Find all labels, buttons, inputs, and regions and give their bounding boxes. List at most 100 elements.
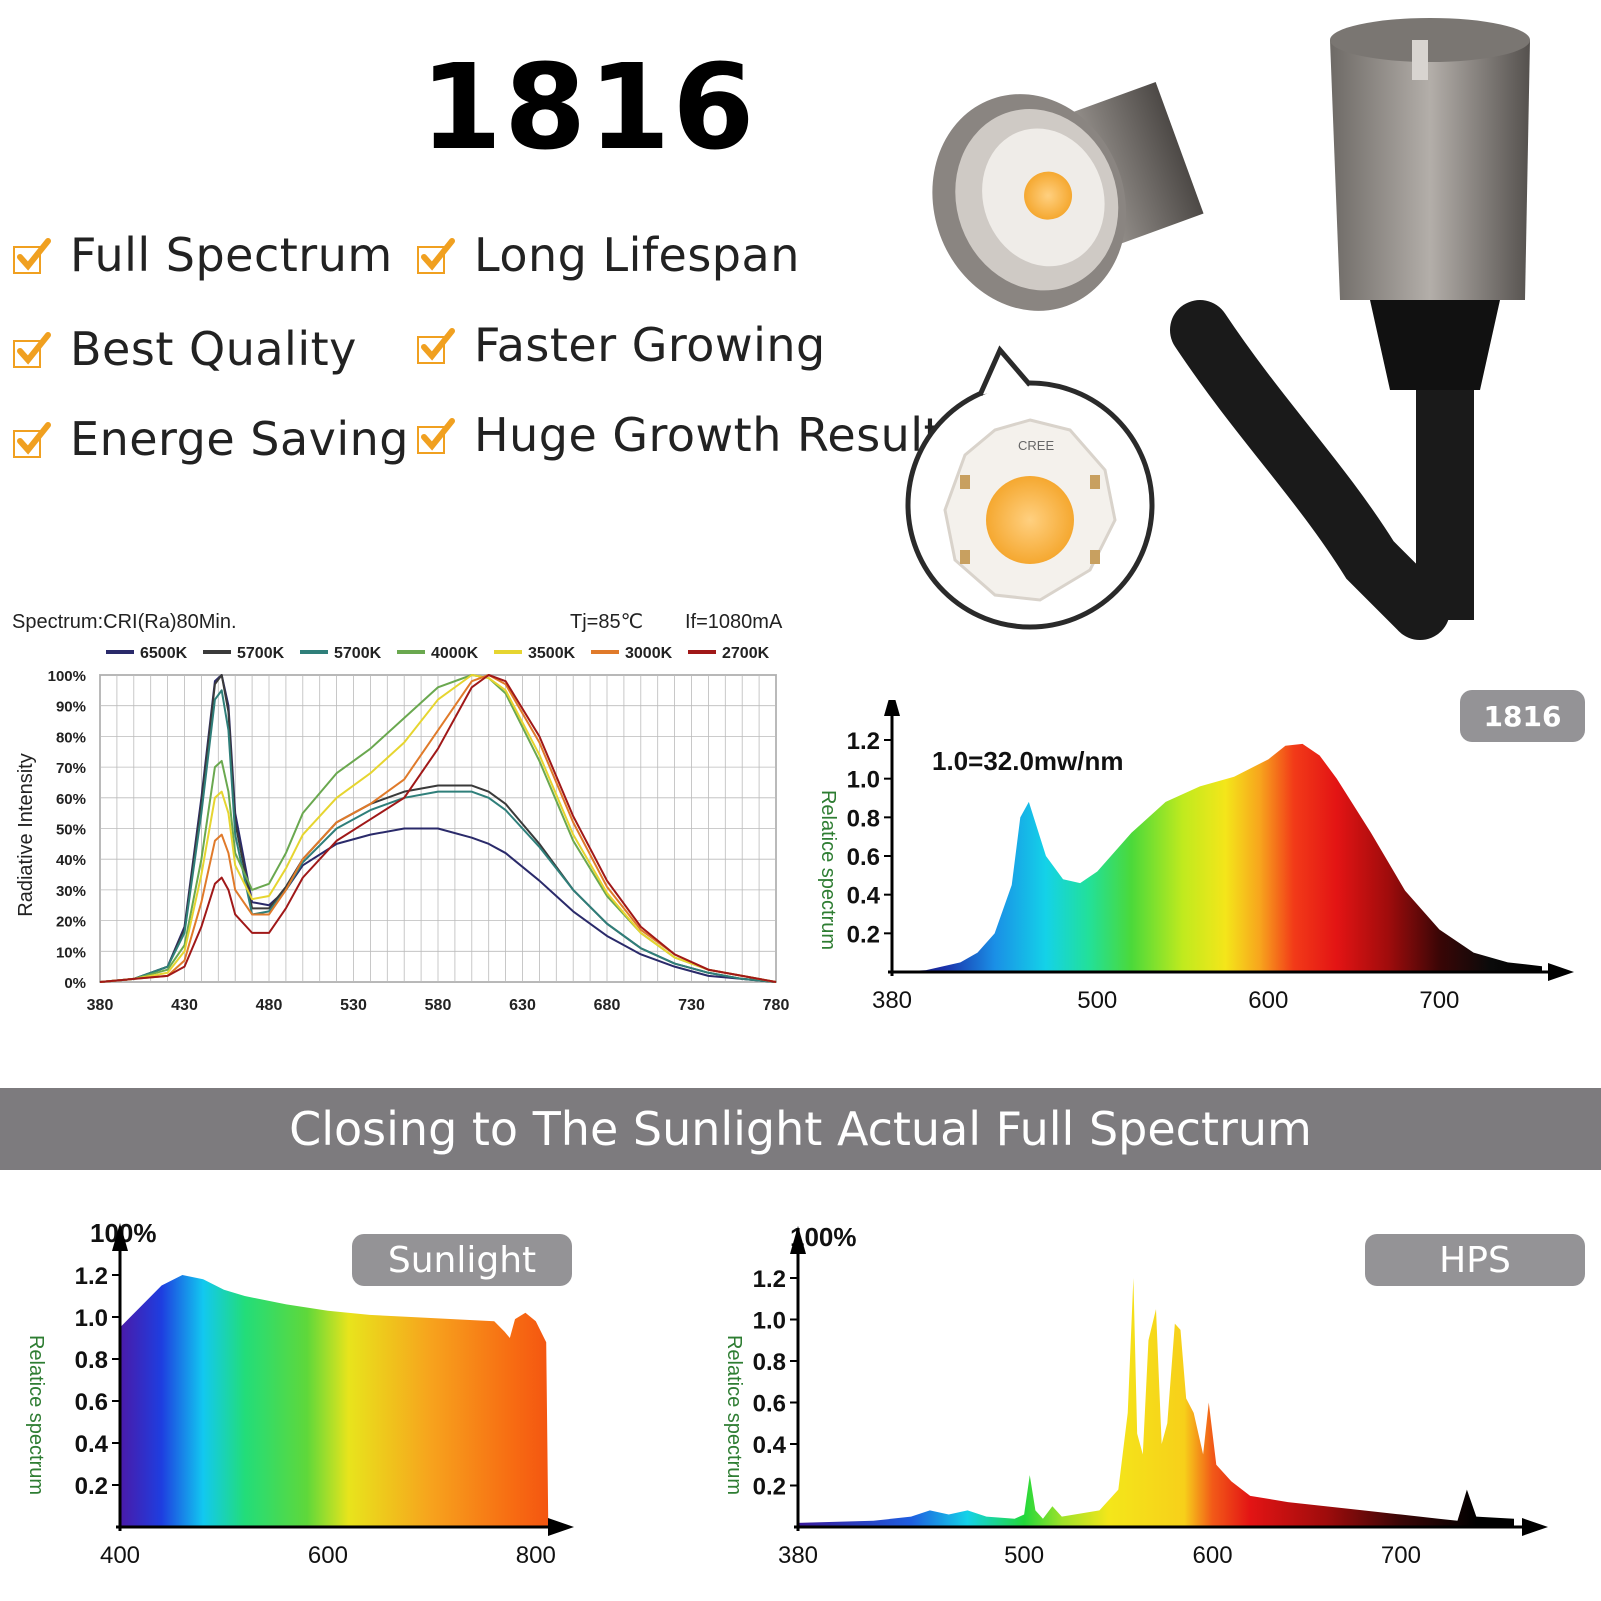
feature-label: Long Lifespan [474,228,800,282]
y-tick-label: 0.8 [847,805,880,832]
series-line [99,689,777,983]
feature-item: Best Quality [12,322,357,376]
y-tick-label: 70% [56,760,86,777]
y-tick-label: 0.6 [847,844,880,871]
y-tick-label: 0.4 [847,883,881,910]
y-axis-label: Relatice spectrum [817,790,839,950]
y-tick-label: 1.2 [753,1266,786,1293]
y-tick-label: 1.2 [75,1263,108,1290]
y-axis-label: Radiative Intensity [15,753,37,916]
checkmark-icon [13,332,51,368]
x-tick-label: 600 [1193,1542,1233,1569]
y-axis-arrow [112,1223,128,1251]
legend-label: 3000K [625,645,673,662]
right-lamp-head [1330,40,1530,300]
legend-label: 5700K [237,645,285,662]
series-line [99,674,777,983]
chart-annotation: 1.0=32.0mw/nm [932,746,1124,776]
x-axis-arrow [548,1518,574,1536]
x-tick-label: 480 [256,997,283,1014]
chart-area-group [892,743,1542,972]
hps-badge: HPS [1365,1234,1585,1286]
checkmark-icon [417,238,455,274]
y-tick-label: 60% [56,791,86,808]
led-spectrum-chart: 1.0=32.0mw/nm Relatice spectrum 380 500 60… [817,700,1574,1014]
x-tick-label: 630 [509,997,536,1014]
legend-label: 2700K [722,645,770,662]
chart-axes: 400 600 800 0.2 0.4 0.6 0.8 1.0 1.2 [75,1223,574,1569]
x-tick-label: 580 [425,997,452,1014]
y-axis-arrow [884,700,900,716]
feature-label: Huge Growth Result [474,408,943,462]
y-tick-label: 0.4 [753,1432,787,1459]
chart-title: Spectrum:CRI(Ra)80Min. [12,611,237,633]
spectrum-area [892,743,1542,972]
x-tick-label: 680 [594,997,621,1014]
x-tick-label: 700 [1381,1542,1421,1569]
y-tick-label: 0.8 [753,1349,786,1376]
y-tick-label: 50% [56,822,86,839]
chip-brand-label: CREE [1018,438,1054,453]
y-tick-label: 1.0 [847,767,880,794]
x-tick-label: 800 [516,1542,556,1569]
chart-series-group [99,674,777,983]
y-tick-label: 20% [56,914,86,931]
y-tick-label: 0.2 [847,921,880,948]
feature-item: Huge Growth Result [416,408,942,462]
feature-label: Full Spectrum [70,228,393,282]
feature-label: Best Quality [70,322,357,376]
model-title: 1816 [420,38,757,176]
y-tick-label: 1.0 [75,1305,108,1332]
feature-label: Faster Growing [474,318,826,372]
y-tick-label: 0.2 [75,1473,108,1500]
x-tick-label: 400 [100,1542,140,1569]
feature-item: Full Spectrum [12,228,393,282]
y-tick-label: 0.4 [75,1431,109,1458]
feature-item: Faster Growing [416,318,826,372]
x-tick-label: 730 [678,997,705,1014]
y-tick-label: 80% [56,729,86,746]
spectrum-area [798,1278,1514,1527]
y-tick-label: 100% [48,668,86,685]
y-tick-label: 0.8 [75,1347,108,1374]
series-line [99,674,777,983]
y-axis-label: Relatice spectrum [723,1335,745,1495]
y-tick-label: 1.2 [847,728,880,755]
x-tick-label: 430 [171,997,198,1014]
chart-area-group [798,1278,1514,1527]
x-tick-label: 600 [1248,987,1288,1014]
checkmark-icon [417,418,455,454]
hps-spectrum-chart: 100% Relatice spectrum 380 500 600 7000.20.… [723,1222,1548,1569]
chart-legend: 6500K 5700K 5700K 4000K 3500K 3000K 2700K [106,645,770,662]
y-tick-label: 0.2 [753,1474,786,1501]
grow-light-illustration: CREE [905,18,1530,640]
chart-annotation-tj: Tj=85℃ [570,611,643,633]
sunlight-spectrum-chart: 100% Relatice spectrum 400 600 8000.20.40.… [25,1218,574,1569]
y-tick-label: 10% [56,944,86,961]
x-tick-label: 380 [778,1542,818,1569]
x-tick-label: 600 [308,1542,348,1569]
y-tick-label: 30% [56,883,86,900]
checkmark-icon [13,238,51,274]
x-tick-label: 500 [1004,1542,1044,1569]
x-tick-label: 700 [1419,987,1459,1014]
feature-label: Energe Saving [70,412,409,466]
chart-ticks: 380 430 480 530 580 630 680 730 780 0% 10% 20% 30% 40… [48,668,790,1014]
checkmark-icon [13,422,51,458]
chart-axes: 380 500 600 700 0.2 0.4 0.6 0.8 1.0 1.2 [753,1226,1548,1569]
sunlight-badge: Sunlight [352,1234,572,1286]
x-tick-label: 380 [872,987,912,1014]
x-axis-arrow [1522,1518,1548,1536]
left-lamp-head [932,81,1204,311]
y-tick-label: 40% [56,852,86,869]
x-tick-label: 380 [87,997,114,1014]
legend-label: 4000K [431,645,479,662]
legend-label: 3500K [528,645,576,662]
model-badge: 1816 [1460,690,1585,742]
chart-area-group [120,1275,549,1527]
cct-spectrum-chart: Spectrum:CRI(Ra)80Min. Tj=85℃ If=1080mA … [12,611,790,1014]
legend-label: 5700K [334,645,382,662]
x-axis-arrow [1548,963,1574,981]
checkmark-icon [417,328,455,364]
chart-annotation-if: If=1080mA [685,611,783,633]
